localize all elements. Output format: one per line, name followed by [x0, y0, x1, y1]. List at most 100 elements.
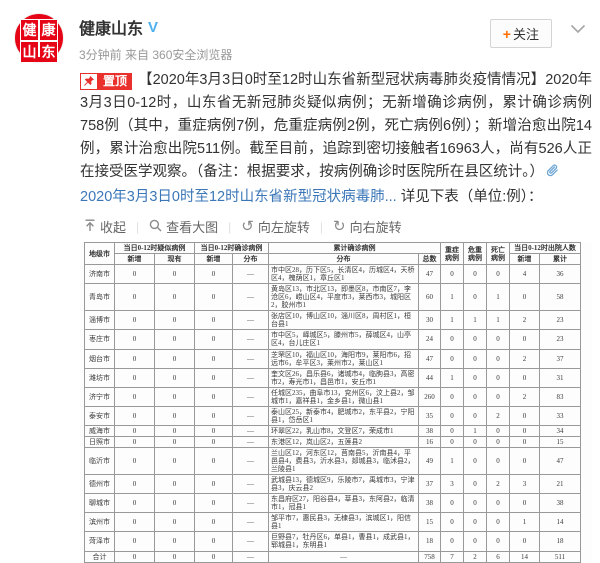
table-cell: 37: [539, 348, 581, 369]
table-row: 德州市 0 0 0— 武城县13，德城区9，乐陵市7，禹城市3，宁津县3，庆云县2 37 3…: [84, 474, 581, 495]
table-cell: 35: [418, 405, 441, 426]
table-cell: —: [268, 550, 419, 563]
table-cell: 0: [509, 367, 540, 388]
table-cell: 0: [440, 531, 464, 552]
table-cell: 0: [154, 474, 195, 495]
table-cell: 0: [194, 348, 233, 369]
table-cell: 0: [463, 512, 487, 533]
table-cell: 2: [509, 386, 540, 407]
view-large-button[interactable]: 查看大图: [149, 217, 218, 236]
weibo-post-card: 健 康 山 东 健康山东 V 3分钟前 来自 360安全浏览器 + 关注: [14, 13, 592, 563]
chevron-down-icon[interactable]: [570, 21, 586, 39]
avatar-char: 康: [40, 20, 57, 40]
table-cell: 0: [154, 405, 195, 426]
col-city: 地级市: [84, 241, 115, 266]
header-info: 健康山东 V 3分钟前 来自 360安全浏览器: [79, 13, 490, 63]
table-row: 青岛市 0 0 0— 黄岛区13，市北区13，即墨区8，市南区7，李沧区6，崂山区4，平…: [84, 283, 581, 312]
table-cell: 青岛市: [84, 283, 115, 312]
epidemic-table: 地级市 当日0-12时疑似病例 当日0-12时确诊病例 累计确诊病例 重症病例 …: [84, 241, 581, 563]
table-row: 淄博市 0 0 0— 张店区10，博山区10，淄川区8，周村区1，桓台县1 30 1 1 1 2 2…: [84, 310, 581, 331]
table-cell: 0: [509, 405, 540, 426]
paperclip-icon[interactable]: [546, 163, 561, 186]
table-cell: 0: [114, 386, 155, 407]
table-cell: 合计: [84, 550, 115, 563]
table-cell: 0: [114, 283, 155, 312]
table-cell: —: [232, 550, 269, 563]
table-cell: 1: [440, 283, 464, 312]
table-cell: 0: [114, 310, 155, 331]
table-cell: 47: [418, 348, 441, 369]
col-severe: 重症病例: [440, 241, 464, 266]
table-cell: 0: [154, 512, 195, 533]
table-cell: 16: [418, 435, 441, 448]
avatar-char: 健: [21, 20, 38, 40]
table-row: 威海市 0 0 0— 环翠区22，乳山市8，文登区7，荣成市1 38 0 1 0 0 34: [84, 424, 581, 437]
table-cell: 黄岛区13，市北区13，即墨区8，市南区7，李沧区6，崂山区4，平度市3，莱西市…: [268, 283, 419, 312]
table-cell: 济宁市: [84, 386, 115, 407]
table-cell: —: [232, 493, 269, 514]
table-cell: 0: [463, 435, 487, 448]
table-cell: 武城县13，德城区9，乐陵市7，禹城市3，宁津县3，庆云县2: [268, 474, 419, 495]
table-cell: 0: [463, 405, 487, 426]
account-name[interactable]: 健康山东: [79, 21, 144, 38]
table-cell: 菏泽市: [84, 531, 115, 552]
table-cell: 31: [539, 367, 581, 388]
arrow-up-icon: [84, 219, 96, 235]
avatar-char: 东: [40, 42, 57, 62]
table-cell: 2: [486, 405, 510, 426]
table-cell: 泰山区25，新泰市4，肥城市2，东平县2，宁阳县1，岱岳区1: [268, 405, 419, 426]
avatar[interactable]: 健 康 山 东: [14, 13, 64, 63]
table-cell: 0: [194, 386, 233, 407]
rotate-right-button[interactable]: ↻ 向右旋转: [333, 217, 402, 236]
follow-button[interactable]: + 关注: [489, 19, 552, 48]
rotate-right-icon: ↻: [333, 218, 346, 235]
table-cell: 0: [114, 405, 155, 426]
table-cell: 14: [509, 550, 540, 563]
table-cell: 奎文区26，昌乐县6，诸城市4，临朐县3，高密市2，寿光市1，昌邑市1，安丘市1: [268, 367, 419, 388]
table-cell: 0: [154, 283, 195, 312]
table-cell: 44: [418, 367, 441, 388]
table-cell: 0: [440, 512, 464, 533]
table-row: 潍坊市 0 0 0— 奎文区26，昌乐县6，诸城市4，临朐县3，高密市2，寿光市1，昌邑…: [84, 367, 581, 388]
table-cell: 0: [154, 550, 195, 563]
rotate-left-button[interactable]: ↺ 向左旋转: [241, 217, 310, 236]
table-cell: 260: [418, 386, 441, 407]
col-total: 总数: [418, 253, 441, 266]
table-cell: 3: [509, 474, 540, 495]
table-cell: 0: [440, 348, 464, 369]
collapse-button[interactable]: 收起: [84, 217, 126, 236]
table-cell: 0: [463, 348, 487, 369]
col-death: 死亡病例: [486, 241, 510, 266]
table-cell: 14: [539, 512, 581, 533]
table-cell: —: [232, 446, 269, 476]
col-group-cumulative: 累计确诊病例: [268, 241, 441, 255]
table-cell: 38: [418, 424, 441, 437]
table-cell: 0: [440, 264, 464, 285]
avatar-logo: 健 康 山 东: [20, 19, 58, 62]
table-cell: 83: [539, 386, 581, 407]
collapse-label: 收起: [100, 220, 127, 235]
table-cell: 0: [154, 386, 195, 407]
table-cell: 滨州市: [84, 512, 115, 533]
table-cell: 0: [509, 531, 540, 552]
table-cell: 0: [194, 446, 233, 476]
table-row: 合计 0 0 0— —758 7 2 6 14 511: [84, 550, 581, 563]
table-cell: 0: [114, 512, 155, 533]
col-group-suspected: 当日0-12时疑似病例: [114, 241, 195, 255]
table-cell: 烟台市: [84, 348, 115, 369]
table-cell: 18: [418, 531, 441, 552]
post-text-tail: 详见下表（单位:例）：: [396, 189, 543, 205]
table-cell: 47: [539, 446, 581, 476]
epidemic-table-image[interactable]: 地级市 当日0-12时疑似病例 当日0-12时确诊病例 累计确诊病例 重症病例 …: [80, 241, 592, 563]
table-cell: 6: [486, 550, 510, 563]
table-header: 地级市 当日0-12时疑似病例 当日0-12时确诊病例 累计确诊病例 重症病例 …: [84, 241, 581, 266]
table-cell: 0: [154, 493, 195, 514]
table-cell: 0: [440, 329, 464, 350]
toolbar-divider: |: [228, 219, 232, 234]
table-cell: 0: [194, 283, 233, 312]
table-cell: 1: [486, 283, 510, 312]
table-cell: 36: [539, 264, 581, 285]
attachment-link[interactable]: 2020年3月3日0时至12时山东省新型冠状病毒肺...: [80, 189, 397, 205]
post-body: 置顶 【2020年3月3日0时至12时山东省新型冠状病毒肺炎疫情情况】2020年3…: [0, 63, 600, 563]
col-new-suspected: 新增: [114, 253, 155, 266]
